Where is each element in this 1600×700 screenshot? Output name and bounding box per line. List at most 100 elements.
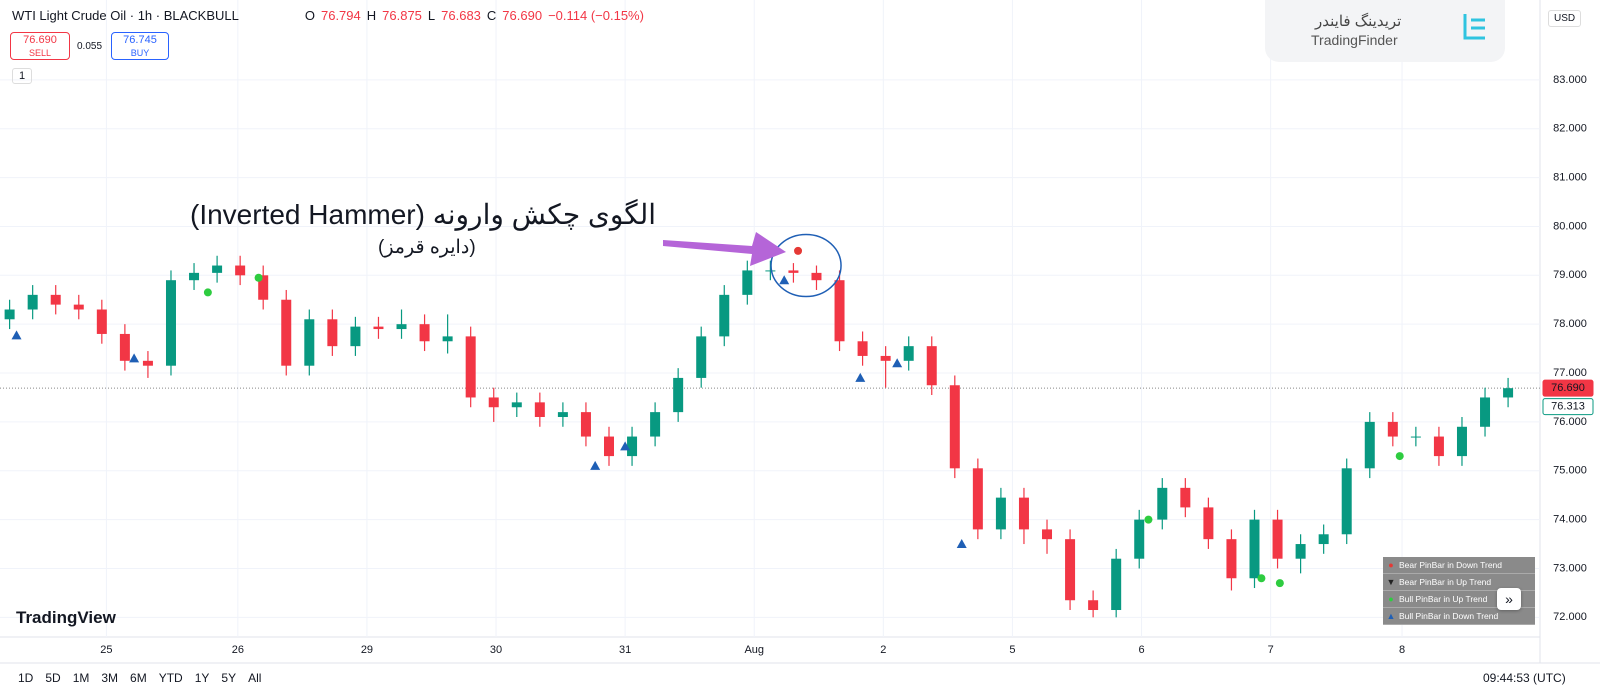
candle-body — [327, 319, 338, 347]
close-label: C — [486, 8, 497, 23]
open-label: O — [304, 8, 315, 23]
low-label: L — [427, 8, 436, 23]
candle-body — [281, 299, 292, 366]
candle-body — [1157, 487, 1168, 520]
legend-label: Bull PinBar in Down Trend — [1399, 611, 1499, 621]
candle-body — [926, 346, 937, 386]
legend-row: ● Bear PinBar in Down Trend — [1383, 557, 1535, 574]
candle-body — [235, 265, 246, 276]
x-tick-label: 25 — [100, 644, 112, 656]
candle-body — [719, 294, 730, 337]
signal-triangle — [129, 353, 140, 363]
candle-body — [1226, 539, 1237, 579]
logo-fa: تریدینگ فایندر — [1315, 13, 1402, 30]
candle-body — [1203, 507, 1214, 540]
candle-body — [119, 333, 130, 361]
y-tick-label: 75.000 — [1553, 465, 1587, 477]
signal-triangle — [956, 539, 967, 549]
signal-triangle — [892, 358, 903, 368]
candle-body — [1249, 519, 1260, 579]
y-tick-label: 83.000 — [1553, 74, 1587, 86]
range-button[interactable]: 5D — [45, 671, 61, 685]
change: −0.114 (−0.15%) — [548, 8, 644, 23]
candle-body — [1341, 468, 1352, 535]
candle-body — [1456, 426, 1467, 457]
candle-body — [189, 272, 200, 281]
y-tick-label: 77.000 — [1553, 367, 1587, 379]
candle-body — [419, 324, 430, 342]
candle-body — [742, 270, 753, 295]
candle-body — [27, 294, 38, 310]
y-tick-label: 78.000 — [1553, 318, 1587, 330]
candle-body — [995, 497, 1006, 530]
candle-body — [834, 280, 845, 342]
candle-body — [442, 336, 453, 342]
candle-body — [350, 326, 361, 347]
low-value: 76.683 — [441, 8, 481, 23]
expand-button[interactable]: » — [1497, 588, 1521, 610]
close-value: 76.690 — [502, 8, 543, 23]
candle-body — [1134, 519, 1145, 559]
range-button[interactable]: 3M — [101, 671, 119, 685]
currency[interactable]: USD — [1548, 10, 1582, 27]
y-tick-label: 81.000 — [1553, 171, 1587, 183]
signal-triangle — [855, 372, 866, 382]
candle-body — [1111, 558, 1122, 611]
x-tick-label: 31 — [619, 644, 631, 656]
range-button[interactable]: 1D — [18, 671, 34, 685]
annotation-arrow — [663, 232, 786, 266]
legend-label: Bull PinBar in Up Trend — [1399, 594, 1488, 604]
symbol: WTI Light Crude Oil · 1h · BLACKBULL — [12, 8, 239, 23]
candle-body — [1065, 539, 1076, 601]
candle-body — [465, 336, 476, 398]
candle-body — [1364, 421, 1375, 469]
indicator-count[interactable]: 1 — [12, 68, 33, 84]
legend-icon: ● — [1388, 594, 1394, 604]
logo-icon — [1463, 14, 1485, 40]
range-bar: 1D 5D 1M 3M 6M YTD 1Y 5Y All — [18, 671, 261, 685]
range-button[interactable]: 5Y — [221, 671, 237, 685]
signal-dot — [1257, 574, 1266, 583]
candle-body — [1180, 487, 1191, 508]
x-tick-label: Aug — [744, 644, 764, 656]
legend-icon: ▲ — [1386, 611, 1396, 621]
buy-button[interactable]: 76.745 BUY — [111, 32, 169, 60]
sell-button[interactable]: 76.690 SELL — [10, 32, 70, 60]
price-label: 76.313 — [1551, 401, 1585, 413]
candle-body — [972, 468, 983, 530]
high-label: H — [366, 8, 377, 23]
candle-body — [304, 319, 315, 366]
range-button[interactable]: 1M — [72, 671, 90, 685]
candle-body — [1088, 600, 1099, 611]
range-button[interactable]: All — [248, 671, 262, 685]
candle-body — [765, 270, 776, 272]
x-tick-label: 5 — [1009, 644, 1015, 656]
buy-price: 76.745 — [123, 34, 157, 46]
x-tick-label: 6 — [1138, 644, 1144, 656]
sell-price: 76.690 — [23, 34, 57, 46]
candle-body — [880, 355, 891, 361]
x-tick-label: 26 — [232, 644, 244, 656]
candle-body — [1480, 397, 1491, 427]
legend-icon: ● — [1388, 560, 1394, 570]
y-tick-label: 79.000 — [1553, 269, 1587, 281]
x-tick-label: 29 — [361, 644, 373, 656]
legend-row: ● Bull PinBar in Up Trend — [1383, 591, 1535, 608]
y-tick-label: 72.000 — [1553, 611, 1587, 623]
candle-body — [1318, 534, 1329, 545]
candle-body — [1433, 436, 1444, 457]
header: WTI Light Crude Oil · 1h · BLACKBULL O 76… — [12, 8, 644, 23]
candle-body — [627, 436, 638, 457]
candle-body — [1018, 497, 1029, 530]
range-button[interactable]: YTD — [158, 671, 183, 685]
highlight-circle — [770, 233, 842, 298]
candle-body — [1042, 529, 1053, 540]
range-button[interactable]: 1Y — [194, 671, 210, 685]
signal-dot — [1275, 579, 1284, 588]
range-button[interactable]: 6M — [130, 671, 147, 685]
signal-triangle — [11, 330, 22, 340]
signal-triangle — [779, 275, 790, 285]
candle-body — [1272, 519, 1283, 559]
candle-body — [696, 336, 707, 378]
signal-triangle — [620, 441, 631, 451]
